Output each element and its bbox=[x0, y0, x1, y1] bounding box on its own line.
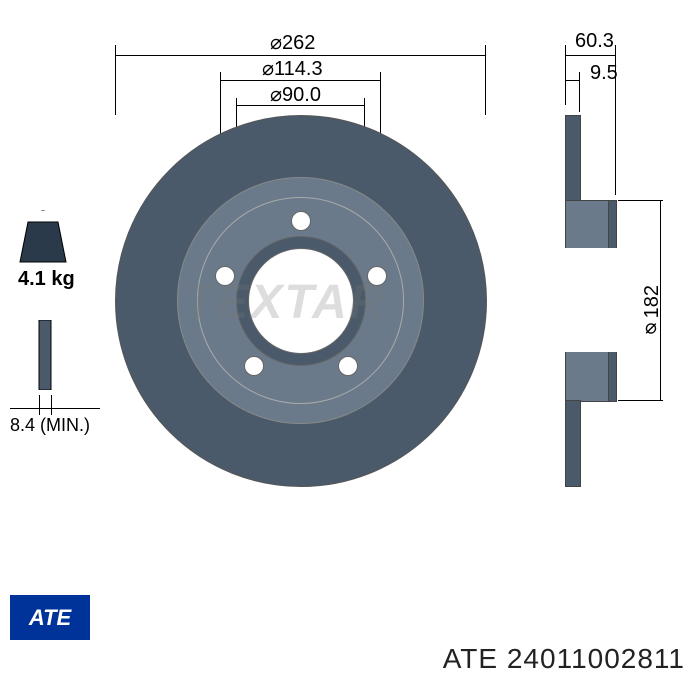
dim-inner-height: ⌀182 bbox=[640, 285, 664, 342]
dim-bolt-circle: ⌀114.3 bbox=[262, 56, 323, 81]
dim-line-thick bbox=[565, 80, 579, 81]
bolt-hole bbox=[338, 356, 358, 376]
thickness-icon bbox=[25, 320, 65, 390]
dim-line-min bbox=[10, 408, 100, 409]
dim-tick bbox=[115, 45, 116, 115]
dim-tick bbox=[618, 400, 663, 401]
brand-logo-text: ATE bbox=[29, 605, 71, 631]
part-number: ATE 24011002811 bbox=[443, 643, 685, 675]
side-flange-bottom bbox=[565, 400, 581, 487]
dim-tick bbox=[579, 72, 580, 112]
bolt-hole bbox=[291, 211, 311, 231]
dim-tick bbox=[565, 45, 566, 105]
dim-outer-diameter: ⌀262 bbox=[270, 30, 315, 55]
bolt-hole bbox=[244, 356, 264, 376]
dim-tick bbox=[39, 395, 40, 415]
dim-hub-bore: ⌀90.0 bbox=[270, 82, 321, 107]
dim-hat-height: 60.3 bbox=[575, 30, 614, 53]
dim-min-thickness: 8.4 (MIN.) bbox=[10, 415, 90, 436]
dim-tick bbox=[485, 45, 486, 115]
dim-thickness: 9.5 bbox=[590, 62, 618, 85]
dim-tick bbox=[618, 200, 663, 201]
dim-line-hat bbox=[565, 55, 615, 56]
watermark: TEXTAR bbox=[185, 275, 385, 330]
side-flange-top bbox=[565, 115, 581, 202]
dim-tick bbox=[51, 395, 52, 415]
diagram-canvas: ⌀262 ⌀114.3 ⌀90.0 TEXTAR 60.3 9.5 ⌀182 4… bbox=[0, 0, 700, 700]
dim-weight: 4.1 kg bbox=[18, 268, 75, 291]
brand-logo: ATE bbox=[10, 595, 90, 640]
weight-icon bbox=[18, 210, 68, 265]
